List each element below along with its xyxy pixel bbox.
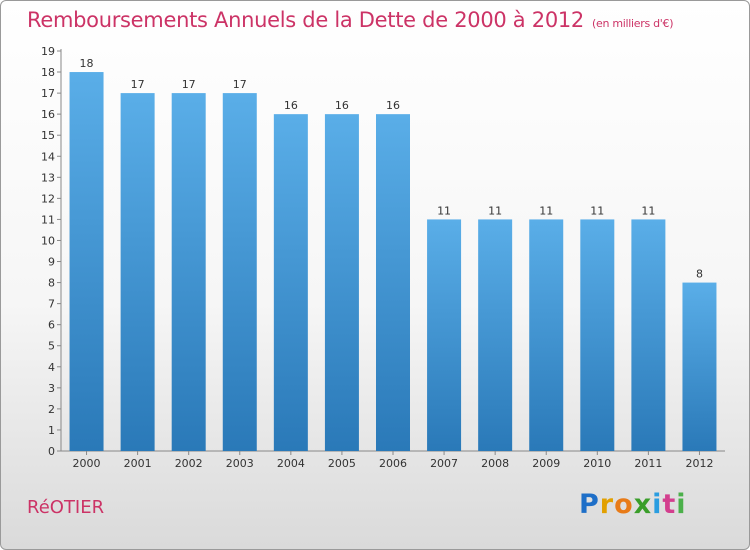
bar-value-label: 16 bbox=[386, 99, 400, 112]
bar bbox=[222, 93, 257, 452]
bar bbox=[529, 219, 564, 451]
x-tick-label: 2008 bbox=[481, 457, 509, 470]
x-tick-label: 2004 bbox=[277, 457, 305, 470]
bar-value-label: 11 bbox=[437, 204, 451, 217]
bar-value-label: 16 bbox=[335, 99, 349, 112]
bar-value-label: 11 bbox=[539, 204, 553, 217]
bar bbox=[631, 219, 666, 451]
y-tick-label: 5 bbox=[48, 340, 55, 353]
bar bbox=[324, 114, 359, 451]
chart-title: Remboursements Annuels de la Dette de 20… bbox=[27, 8, 673, 32]
x-tick-label: 2001 bbox=[124, 457, 152, 470]
bar-value-label: 11 bbox=[590, 204, 604, 217]
bar bbox=[682, 282, 717, 451]
chart-unit: (en milliers d'€) bbox=[592, 17, 674, 30]
bar bbox=[120, 93, 155, 452]
y-tick-label: 14 bbox=[41, 150, 55, 163]
y-tick-label: 2 bbox=[48, 403, 55, 416]
proxiti-logo[interactable]: Proxiti bbox=[579, 489, 687, 520]
bar-value-label: 17 bbox=[233, 78, 247, 91]
y-tick-label: 13 bbox=[41, 171, 55, 184]
bar-value-label: 18 bbox=[80, 57, 94, 70]
x-tick-label: 2005 bbox=[328, 457, 356, 470]
y-tick-label: 6 bbox=[48, 319, 55, 332]
logo-letter: i bbox=[652, 489, 663, 520]
y-tick-label: 11 bbox=[41, 213, 55, 226]
bar bbox=[171, 93, 206, 452]
bar bbox=[580, 219, 615, 451]
y-tick-label: 12 bbox=[41, 192, 55, 205]
x-tick-label: 2006 bbox=[379, 457, 407, 470]
bar bbox=[69, 72, 104, 451]
x-tick-label: 2002 bbox=[175, 457, 203, 470]
x-tick-label: 2011 bbox=[634, 457, 662, 470]
y-tick-label: 18 bbox=[41, 66, 55, 79]
chart-title-text: Remboursements Annuels de la Dette de 20… bbox=[27, 8, 584, 32]
y-tick-label: 19 bbox=[41, 45, 55, 58]
bar-value-label: 11 bbox=[488, 204, 502, 217]
bar-value-label: 11 bbox=[641, 204, 655, 217]
y-tick-label: 3 bbox=[48, 382, 55, 395]
logo-letter: o bbox=[614, 489, 634, 520]
bar bbox=[273, 114, 308, 451]
bar-value-label: 8 bbox=[696, 268, 703, 281]
bar-value-label: 16 bbox=[284, 99, 298, 112]
x-tick-label: 2000 bbox=[73, 457, 101, 470]
y-tick-label: 15 bbox=[41, 129, 55, 142]
bar bbox=[427, 219, 462, 451]
bar-value-label: 17 bbox=[131, 78, 145, 91]
bar bbox=[376, 114, 410, 451]
logo-letter: i bbox=[676, 489, 687, 520]
x-tick-label: 2003 bbox=[226, 457, 254, 470]
y-tick-label: 16 bbox=[41, 108, 55, 121]
y-tick-label: 8 bbox=[48, 277, 55, 290]
y-tick-label: 7 bbox=[48, 298, 55, 311]
commune-name: RéOTIER bbox=[27, 497, 105, 518]
y-tick-label: 4 bbox=[48, 361, 55, 374]
y-tick-label: 1 bbox=[48, 424, 55, 437]
logo-letter: P bbox=[579, 489, 600, 520]
logo-letter: x bbox=[633, 489, 653, 520]
bar-value-label: 17 bbox=[182, 78, 196, 91]
y-tick-label: 17 bbox=[41, 87, 55, 100]
x-tick-label: 2009 bbox=[532, 457, 560, 470]
y-tick-label: 10 bbox=[41, 234, 55, 247]
bar bbox=[478, 219, 513, 451]
logo-letter: t bbox=[662, 489, 677, 520]
x-tick-label: 2010 bbox=[583, 457, 611, 470]
logo-letter: r bbox=[599, 489, 615, 520]
x-tick-label: 2012 bbox=[685, 457, 713, 470]
x-tick-label: 2007 bbox=[430, 457, 458, 470]
y-tick-label: 9 bbox=[48, 256, 55, 269]
y-tick-label: 0 bbox=[48, 445, 55, 458]
